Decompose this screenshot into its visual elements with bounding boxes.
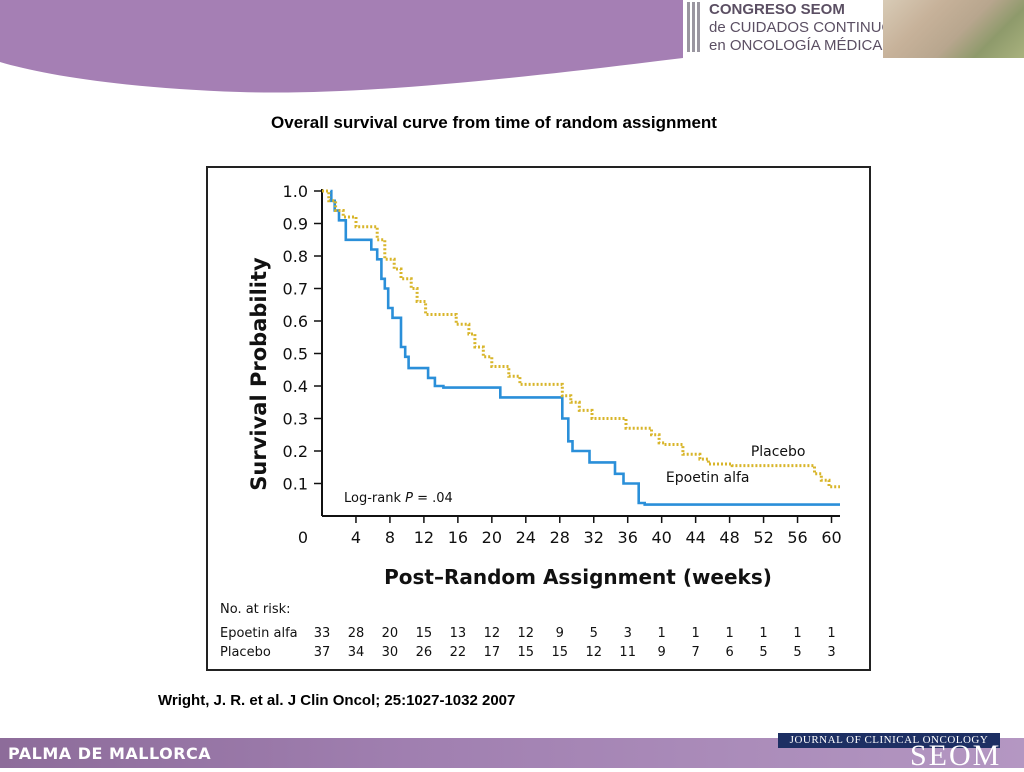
congress-logo: CONGRESO SEOM de CUIDADOS CONTINUOS en O… [683,0,903,58]
congress-line-1: CONGRESO SEOM [709,1,845,18]
risk-cell: 6 [725,645,733,660]
x-tick-label: 24 [516,528,536,547]
risk-cell: 1 [691,626,699,641]
risk-row-label: Epoetin alfa [220,626,298,641]
risk-cell: 20 [382,626,399,641]
y-tick-label: 0.9 [283,215,308,234]
series-label-epoetin-alfa: Epoetin alfa [666,470,750,486]
risk-cell: 15 [551,645,568,660]
x-tick-label: 40 [651,528,671,547]
risk-cell: 1 [759,626,767,641]
citation: Wright, J. R. et al. J Clin Oncol; 25:10… [158,692,516,709]
risk-cell: 37 [314,645,331,660]
x-tick-label: 32 [584,528,604,547]
y-tick-label: 1.0 [283,182,308,201]
x-tick-label: 60 [821,528,841,547]
risk-cell: 34 [348,645,365,660]
x-tick-label: 56 [787,528,807,547]
x-tick-label: 16 [448,528,468,547]
footer-location: PALMA DE MALLORCA [8,744,212,763]
risk-cell: 13 [450,626,467,641]
series-line-placebo [322,189,840,489]
y-tick-label: 0.8 [283,247,308,266]
risk-cell: 1 [725,626,733,641]
x-tick-label: 52 [753,528,773,547]
risk-cell: 5 [793,645,801,660]
x-axis-label: Post–Random Assignment (weeks) [384,565,772,589]
x-tick-label: 44 [685,528,705,547]
x-tick-label: 20 [482,528,502,547]
risk-cell: 9 [556,626,564,641]
risk-cell: 5 [590,626,598,641]
x-ticks: 4 8 12 16 20 24 28 32 36 40 44 48 52 56 60 [351,516,842,547]
risk-cell: 12 [484,626,501,641]
y-axis-label: Survival Probability [247,257,271,491]
risk-cell: 11 [619,645,636,660]
survival-chart: Survival Probability 0.10.20.30.40.50.60… [220,182,842,660]
y-tick-label: 0.7 [283,280,308,299]
series-line-epoetin-alfa [330,189,840,506]
y-tick-label: 0.3 [283,410,308,429]
risk-cell: 1 [658,626,666,641]
risk-cell: 15 [416,626,433,641]
axes [321,189,840,517]
risk-cell: 9 [658,645,666,660]
risk-cell: 28 [348,626,365,641]
log-rank-prefix: Log-rank [344,491,405,506]
risk-table-title: No. at risk: [220,602,291,617]
risk-cell: 15 [518,645,535,660]
risk-row-label: Placebo [220,645,271,660]
risk-cell: 1 [827,626,835,641]
risk-cell: 12 [518,626,535,641]
risk-cell: 17 [484,645,501,660]
risk-cell: 26 [416,645,433,660]
log-rank-suffix: = .04 [413,491,453,506]
risk-cell: 33 [314,626,331,641]
seom-logo: SEOM [910,739,1002,772]
risk-cell: 3 [624,626,632,641]
risk-cell: 22 [450,645,467,660]
risk-cell: 5 [759,645,767,660]
y-tick-label: 0.2 [283,442,308,461]
y-tick-label: 0.1 [283,475,308,494]
y-tick-label: 0.6 [283,312,308,331]
x-tick-label: 36 [618,528,638,547]
x-tick-label: 28 [550,528,570,547]
risk-cell: 7 [691,645,699,660]
risk-cell: 30 [382,645,399,660]
x-tick-label: 8 [385,528,395,547]
risk-cell: 12 [585,645,602,660]
x-tick-label: 12 [414,528,434,547]
journal-banner: JOURNAL OF CLINICAL ONCOLOGY [778,733,1000,748]
orchard-photo [883,0,1024,58]
congress-logo-bars [687,2,705,52]
y-tick-label: 0.4 [283,377,308,396]
congress-line-3: en ONCOLOGÍA MÉDICA [709,37,883,54]
congress-line-2: de CUIDADOS CONTINUOS [709,19,904,36]
y-tick-label: 0.5 [283,345,308,364]
y-ticks: 0.1 0.2 0.3 0.4 0.5 0.6 0.7 0.8 0.9 1.0 [283,182,322,494]
slide-title: Overall survival curve from time of rand… [271,113,717,132]
survival-lines [322,189,840,506]
log-rank-p: P [405,491,413,506]
log-rank-annotation: Log-rank P = .04 [344,491,453,506]
x-zero-label: 0 [298,528,308,547]
series-label-placebo: Placebo [751,444,806,460]
risk-cell: 1 [793,626,801,641]
risk-cell: 3 [827,645,835,660]
x-tick-label: 4 [351,528,361,547]
risk-table: Epoetin alfa 33 28 20 15 13 12 12 9 5 3 1 1 1 1 1 1Place… [220,626,836,660]
x-tick-label: 48 [719,528,739,547]
